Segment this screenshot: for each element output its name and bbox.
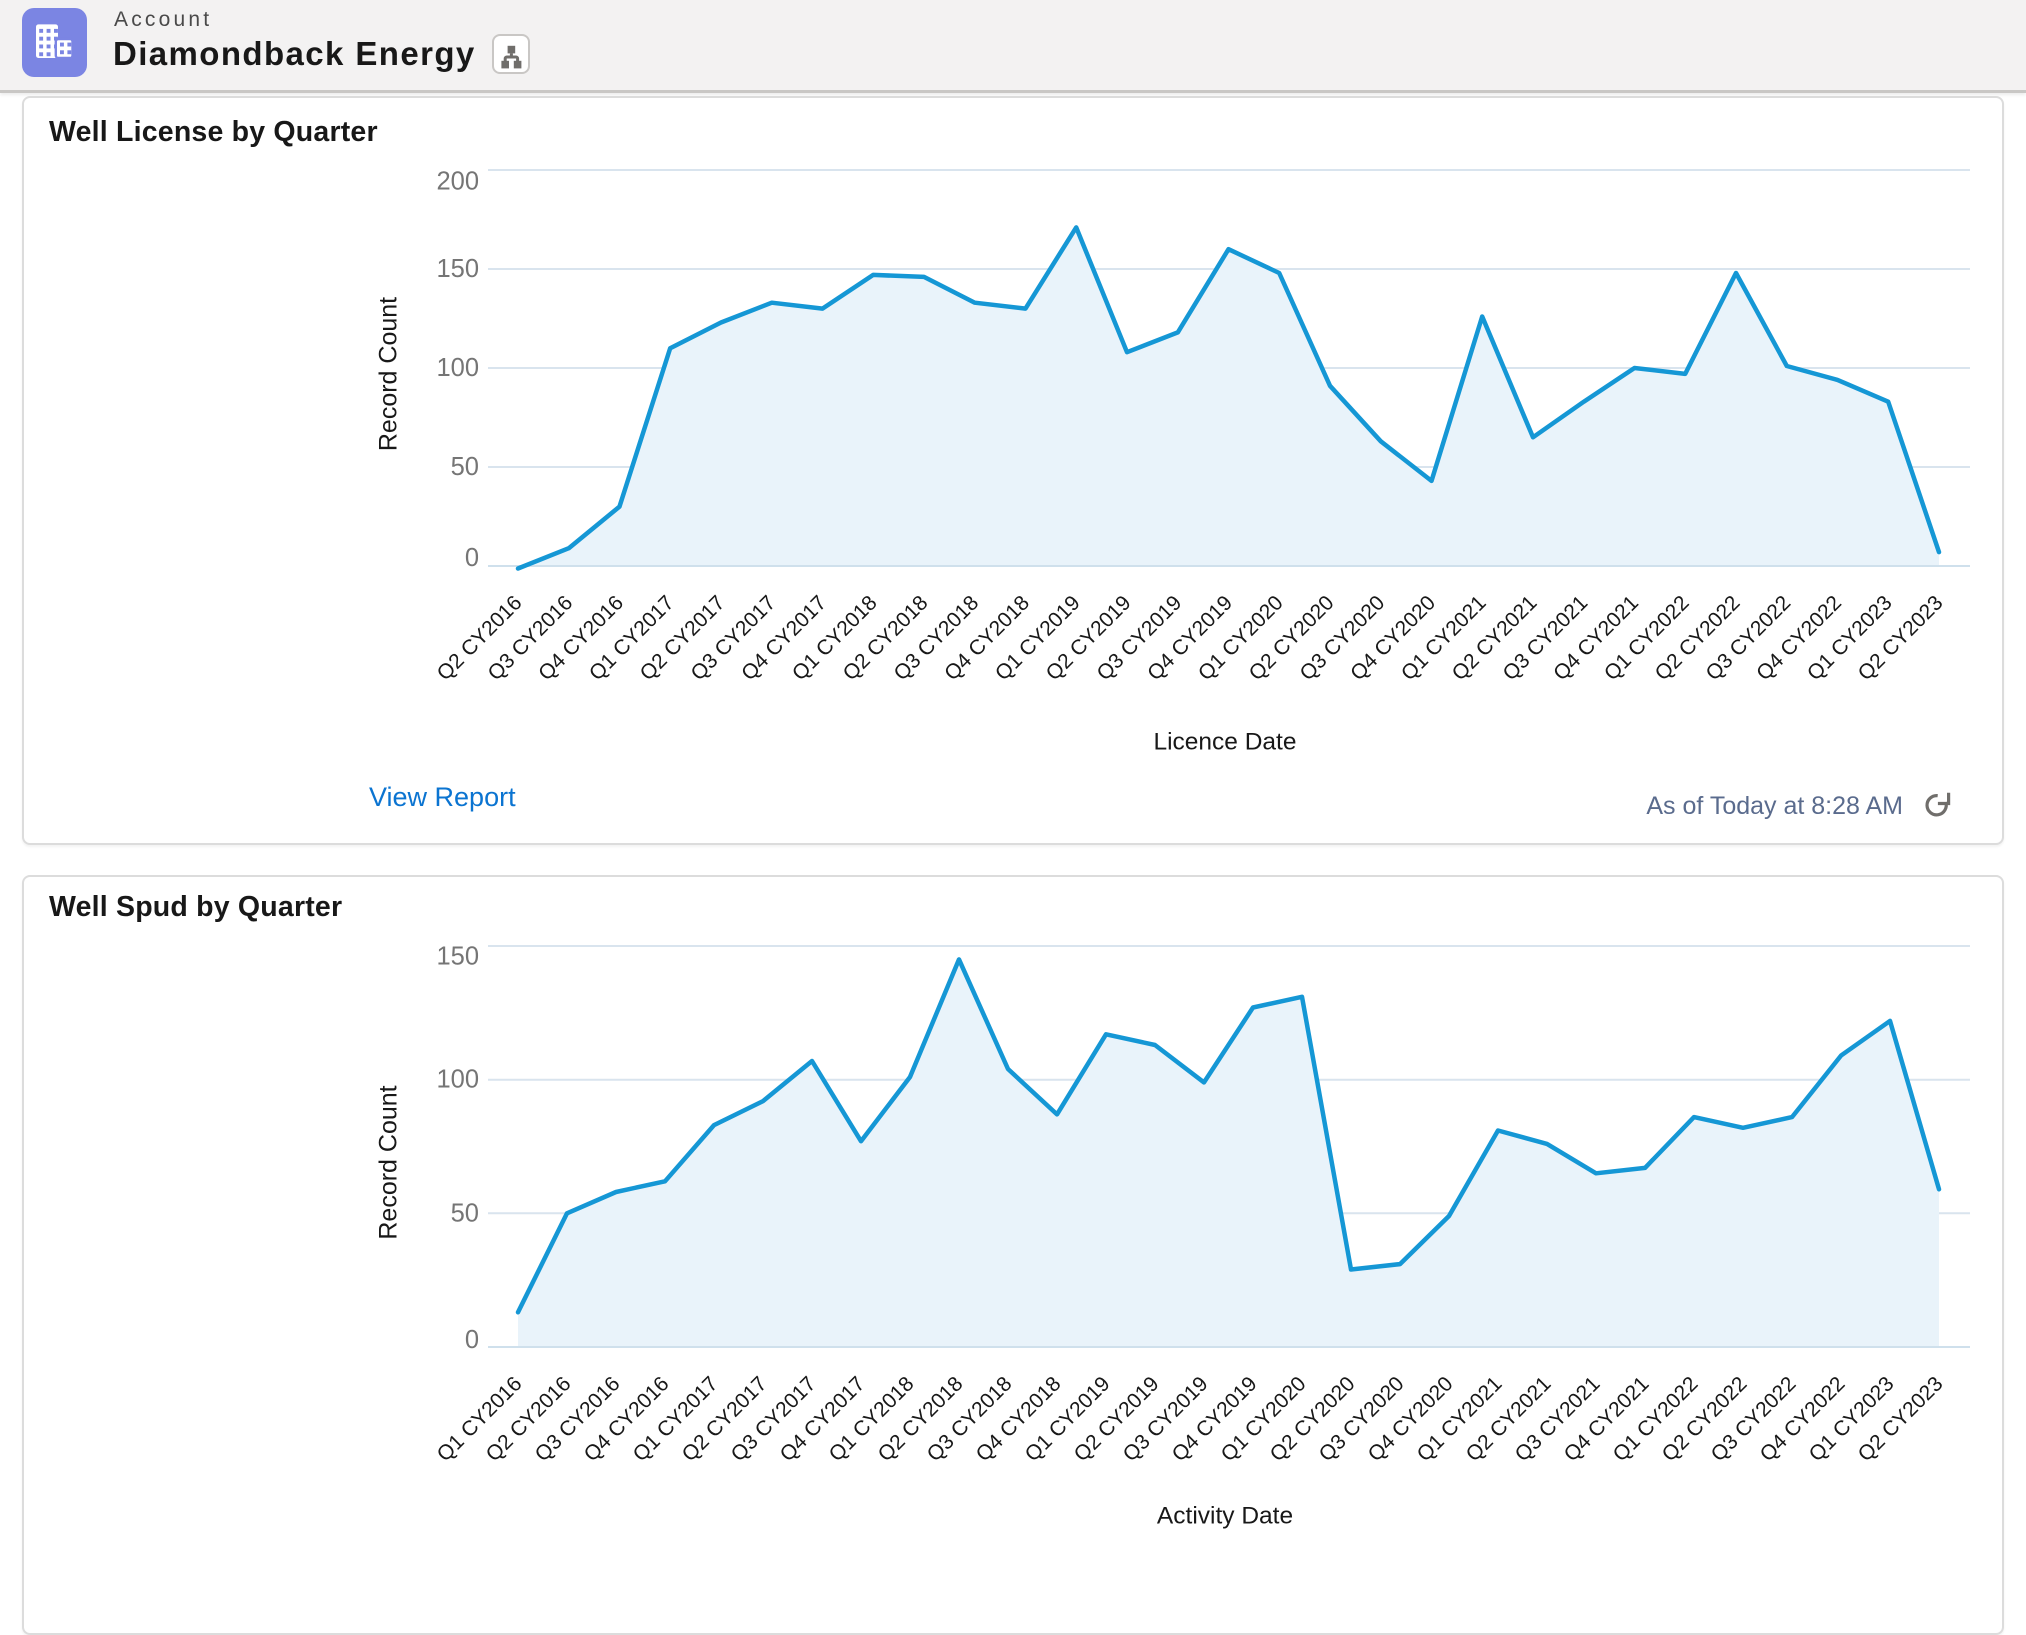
- svg-text:Licence Date: Licence Date: [1153, 729, 1296, 756]
- svg-text:200: 200: [436, 168, 479, 196]
- svg-text:50: 50: [451, 453, 479, 481]
- svg-text:100: 100: [436, 354, 479, 382]
- svg-text:150: 150: [436, 255, 479, 283]
- svg-text:0: 0: [465, 1326, 479, 1354]
- svg-text:100: 100: [436, 1066, 479, 1094]
- svg-text:Record Count: Record Count: [375, 1085, 403, 1239]
- svg-text:50: 50: [451, 1199, 479, 1227]
- svg-text:150: 150: [436, 943, 479, 971]
- svg-text:0: 0: [465, 544, 479, 572]
- svg-text:Activity Date: Activity Date: [1157, 1503, 1293, 1530]
- svg-text:Record Count: Record Count: [375, 297, 403, 451]
